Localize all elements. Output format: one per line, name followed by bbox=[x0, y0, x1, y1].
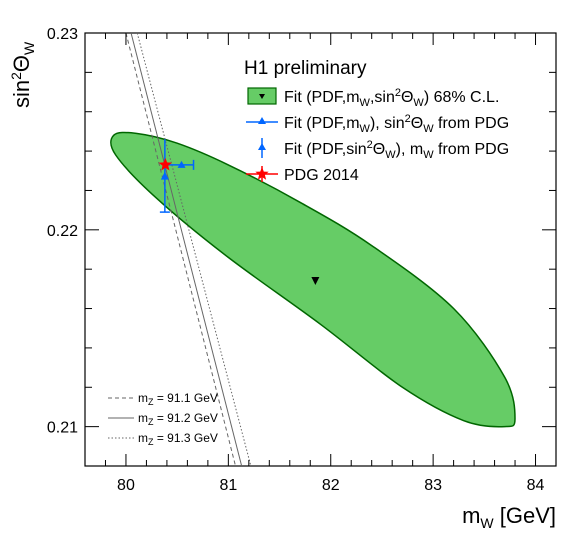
mz-legend-entry-1: mZ = 91.1 GeV bbox=[138, 391, 218, 407]
pdg-2014-marker bbox=[158, 157, 172, 171]
legend: Fit (PDF,mW,sin2ΘW) 68% C.L. Fit (PDF,mW)… bbox=[246, 87, 509, 184]
plot-frame bbox=[84, 32, 557, 467]
best-fit-marker bbox=[311, 276, 320, 285]
y-tick-label: 0.23 bbox=[47, 26, 78, 43]
y-axis-title-sup: 2 bbox=[8, 72, 24, 80]
x-axis-title-sub: W bbox=[480, 515, 494, 531]
x-axis-title: mW [GeV] bbox=[462, 503, 556, 531]
sw-fit-marker bbox=[160, 171, 169, 180]
x-tick-label: 80 bbox=[117, 477, 135, 494]
mz-line-2 bbox=[130, 32, 243, 467]
y-axis-title-theta: Θ bbox=[9, 55, 34, 72]
mz-line-3 bbox=[136, 32, 252, 467]
y-axis-title-sub: W bbox=[21, 41, 37, 55]
x-tick-label: 83 bbox=[424, 477, 442, 494]
legend-entry-3: Fit (PDF,sin2ΘW), mW from PDG bbox=[284, 139, 509, 161]
y-axis-title: sin2ΘW bbox=[8, 41, 37, 108]
plot-header: H1 preliminary bbox=[244, 58, 367, 79]
y-tick-label: 0.21 bbox=[47, 420, 78, 437]
x-tick-label: 82 bbox=[322, 477, 340, 494]
axis-ticks-layer: 80 81 82 83 84 0.21 0.22 0.23 bbox=[47, 26, 557, 494]
x-tick-label: 84 bbox=[527, 477, 545, 494]
legend-entry-4: PDG 2014 bbox=[284, 167, 359, 184]
y-axis-title-main: sin bbox=[9, 80, 34, 108]
legend-swatch-vline-marker bbox=[258, 143, 266, 150]
legend-swatch-ellipse-marker bbox=[259, 94, 265, 99]
mz-legend: mZ = 91.1 GeV mZ = 91.2 GeV mZ = 91.3 GeV bbox=[108, 391, 218, 447]
mz-lines-layer bbox=[125, 32, 252, 467]
mz-legend-entry-3: mZ = 91.3 GeV bbox=[138, 431, 218, 447]
mz-line-1 bbox=[125, 32, 236, 467]
mz-legend-entry-2: mZ = 91.2 GeV bbox=[138, 411, 218, 427]
x-tick-label: 81 bbox=[219, 477, 237, 494]
x-axis-title-unit: [GeV] bbox=[494, 503, 556, 528]
legend-entry-1: Fit (PDF,mW,sin2ΘW) 68% C.L. bbox=[284, 87, 499, 109]
x-axis-title-main: m bbox=[462, 503, 480, 528]
legend-entry-2: Fit (PDF,mW), sin2ΘW from PDG bbox=[284, 113, 509, 135]
mw-fit-marker bbox=[177, 160, 186, 168]
legend-swatch-hline-marker bbox=[258, 117, 266, 124]
y-tick-label: 0.22 bbox=[47, 223, 78, 240]
points-layer bbox=[158, 139, 320, 285]
legend-swatch-star bbox=[255, 167, 269, 180]
